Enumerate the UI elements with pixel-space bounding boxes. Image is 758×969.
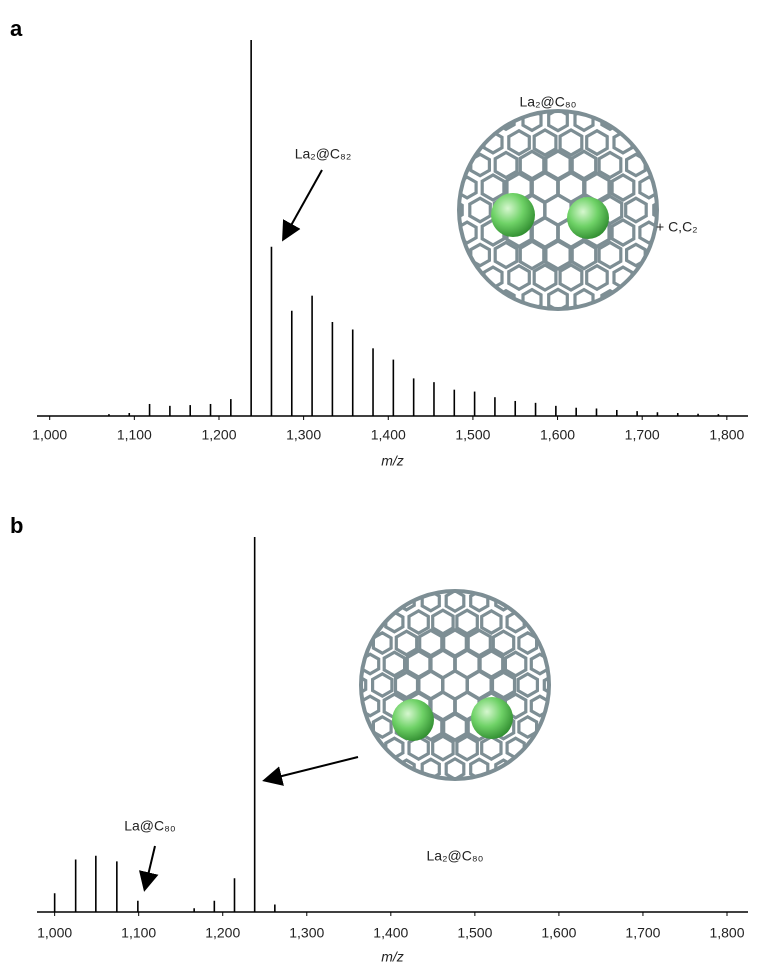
cage-ring xyxy=(546,241,570,269)
cage-ring xyxy=(655,157,669,174)
la-atom xyxy=(392,699,434,741)
cage-ring xyxy=(545,635,559,651)
cage-ring xyxy=(436,572,450,588)
la-atom xyxy=(491,193,535,237)
cage-ring xyxy=(518,674,537,696)
cage-ring xyxy=(433,610,453,634)
cage-ring xyxy=(409,611,428,633)
cage-ring xyxy=(520,241,544,268)
cage-ring xyxy=(363,740,377,756)
annotation: La₂@C₈₀ xyxy=(427,848,484,864)
cage-outline xyxy=(361,591,549,779)
la-atom xyxy=(567,197,609,239)
cage-ring xyxy=(460,782,474,798)
cage-ring xyxy=(446,591,464,611)
arrow xyxy=(145,846,155,888)
cage-ring xyxy=(436,782,450,798)
x-tick-label: 1,700 xyxy=(625,925,660,941)
cage-ring xyxy=(482,175,504,200)
cage-ring xyxy=(572,241,596,268)
x-tick-label: 1,400 xyxy=(373,925,408,941)
x-tick-label: 1,200 xyxy=(205,925,240,941)
cage-ring xyxy=(446,759,464,779)
cage-ring xyxy=(350,676,365,694)
annotation: La₂@C₈₀ xyxy=(520,94,577,110)
panel-label: a xyxy=(10,16,23,41)
cage-ring xyxy=(626,198,647,222)
cage-ring xyxy=(493,631,513,655)
x-tick-label: 1,800 xyxy=(709,925,744,941)
cage-ring xyxy=(433,736,453,760)
cage-ring xyxy=(560,130,582,155)
cage-ring xyxy=(495,243,517,268)
cage-ring xyxy=(560,265,582,290)
cage-ring xyxy=(363,614,377,630)
annotation: + C,C₂ xyxy=(656,219,698,235)
cage-ring xyxy=(447,247,461,264)
arrow xyxy=(284,170,322,238)
x-tick-label: 1,600 xyxy=(540,427,575,443)
x-tick-label: 1,100 xyxy=(121,925,156,941)
cage-ring xyxy=(533,614,547,630)
x-tick-label: 1,500 xyxy=(457,925,492,941)
x-tick-label: 1,800 xyxy=(709,427,744,443)
x-tick-label: 1,000 xyxy=(37,925,72,941)
cage-ring xyxy=(482,611,501,633)
fullerene-b xyxy=(350,572,559,798)
x-tick-label: 1,100 xyxy=(117,427,152,443)
x-tick-label: 1,300 xyxy=(286,427,321,443)
cage-ring xyxy=(457,736,477,760)
x-tick-label: 1,000 xyxy=(32,427,67,443)
cage-ring xyxy=(564,314,578,331)
cage-ring xyxy=(642,269,656,286)
cage-ring xyxy=(470,198,491,222)
cage-ring xyxy=(505,652,525,676)
cage-ring xyxy=(538,314,552,331)
panel-label: b xyxy=(10,513,23,538)
cage-ring xyxy=(460,572,474,588)
cage-ring xyxy=(642,134,656,151)
x-tick-label: 1,400 xyxy=(371,427,406,443)
cage-ring xyxy=(447,157,461,174)
cage-ring xyxy=(444,714,467,740)
cage-ring xyxy=(544,676,559,694)
cage-ring xyxy=(509,266,530,290)
cage-ring xyxy=(599,153,621,178)
cage-ring xyxy=(384,652,404,676)
cage-ring xyxy=(534,265,556,290)
x-tick-label: 1,200 xyxy=(201,427,236,443)
cage-ring xyxy=(655,247,669,264)
annotation: La₂@C₈₂ xyxy=(295,146,352,162)
cage-ring xyxy=(482,737,501,759)
cage-ring xyxy=(599,243,621,268)
cage-ring xyxy=(612,175,634,200)
x-tick-label: 1,700 xyxy=(625,427,660,443)
cage-ring xyxy=(351,635,365,651)
cage-ring xyxy=(460,269,474,286)
x-tick-label: 1,600 xyxy=(541,925,576,941)
cage-ring xyxy=(534,130,556,155)
page: {"chart_data": [ {"type": "stem", "panel… xyxy=(0,0,758,969)
cage-ring xyxy=(587,131,608,155)
cage-ring xyxy=(495,153,517,178)
x-axis-label: m/z xyxy=(381,453,404,469)
cage-ring xyxy=(509,131,530,155)
cage-ring xyxy=(545,719,559,735)
cage-ring xyxy=(396,631,416,655)
x-axis-label: m/z xyxy=(381,949,404,965)
x-tick-label: 1,300 xyxy=(289,925,324,941)
cage-ring xyxy=(351,719,365,735)
cage-ring xyxy=(457,610,477,634)
cage-ring xyxy=(373,674,392,696)
cage-ring xyxy=(612,220,634,245)
figure: La₂@C₈₂ La₂@C₈₀ + C,C₂ La@C₈₀ La₂@C₈₀ 1,… xyxy=(0,0,758,969)
cage-ring xyxy=(587,266,608,290)
la-atom xyxy=(471,697,513,739)
annotation: La@C₈₀ xyxy=(124,818,176,834)
cage-ring xyxy=(533,740,547,756)
cage-ring xyxy=(460,134,474,151)
x-tick-label: 1,500 xyxy=(455,427,490,443)
fullerene-a xyxy=(446,89,670,331)
arrow xyxy=(266,757,358,780)
